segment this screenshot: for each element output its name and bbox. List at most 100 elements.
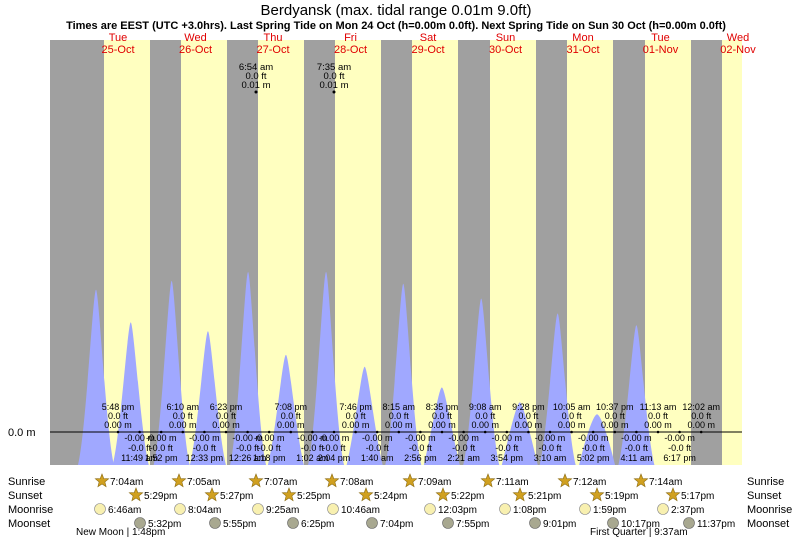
moonset-icon [683,517,695,529]
date-label: 26-Oct [179,44,212,56]
moonrise-time: 8:04am [188,505,221,516]
moonrise-icon [174,503,186,515]
low-tide-height-ft: -0.0 ft [582,443,606,453]
low-tide-time: 12:33 pm [186,453,224,463]
low-tide-time: 12:26 am [229,453,267,463]
moonset-icon [529,517,541,529]
low-tide-height-m: -0.00 m [362,433,393,443]
tide-dot [548,430,552,434]
low-tide-height-m: -0.00 m [492,433,523,443]
day-of-week-label: Fri [344,32,357,44]
high-tide-time: 6:54 am [239,62,273,73]
tide-peak [618,325,655,465]
sunrise-time: 7:08am [340,477,373,488]
tide-dot [591,430,595,434]
low-tide-time: 1:40 am [361,453,394,463]
high-tide-height-ft: 0.0 ft [108,411,129,421]
tide-peak [579,414,616,465]
high-tide-time: 11:13 am [640,402,677,412]
moonset-icon [366,517,378,529]
daylight-band [645,40,691,465]
high-tide-height-m: 0.00 m [212,420,240,430]
low-tide-height-m: -0.00 m [146,433,177,443]
high-tide-height-ft: 0.0 ft [432,411,453,421]
sunrise-time: 7:12am [573,477,606,488]
tide-dot [419,430,422,434]
sunset-time: 5:22pm [451,491,484,502]
low-tide-height-m: -0.00 m [621,433,652,443]
low-tide-time: 1:02 am [296,453,329,463]
sun-star-icon [204,487,220,502]
high-tide-height-m: 0.00 m [471,420,499,430]
moonrise-icon [252,503,264,515]
low-tide-time: 11:49 am [121,453,158,463]
moonrise-icon [424,503,436,515]
high-tide-time: 10:37 pm [596,402,634,412]
daylight-band [412,40,458,465]
low-tide-height-ft: -0.0 ft [193,443,217,453]
low-tide-time: 1:52 pm [145,453,178,463]
low-tide-height-ft: -0.0 ft [258,443,282,453]
sun-star-icon [281,487,297,502]
high-tide-time: 10:05 am [553,402,591,412]
day-of-week-label: Thu [264,32,283,44]
sun-star-icon [324,473,340,488]
sun-star-icon [665,487,681,502]
high-tide-height-m: 0.00 m [104,420,132,430]
tide-dot [246,430,249,434]
tide-peak [308,271,345,465]
tide-peak [539,313,576,465]
high-tide-time: 6:23 pm [210,402,243,412]
high-tide-height-ft: 0.0 ft [475,411,496,421]
tide-dot [397,430,401,434]
high-tide-height-m: 0.00 m [644,420,672,430]
high-tide-time: 5:48 pm [102,402,135,412]
low-tide-height-ft: -0.0 ft [495,443,519,453]
date-label: 31-Oct [566,44,599,56]
y-axis-zero-label: 0.0 m [8,427,36,439]
sun-star-icon [402,473,418,488]
sun-star-icon [248,473,264,488]
date-label: 28-Oct [334,44,367,56]
moonrise-icon [657,503,669,515]
low-tide-height-m: -0.00 m [664,433,695,443]
moonset-time: 10:17pm [621,519,660,530]
high-tide-height-m: 0.00 m [385,420,413,430]
tide-dot [224,430,228,434]
daylight-band [490,40,536,465]
high-tide-height-m: 0.00 m [277,420,305,430]
moonrise-time: 2:37pm [671,505,704,516]
sunset-time: 5:21pm [528,491,561,502]
low-tide-time: 4:11 am [620,453,652,463]
sunset-time: 5:24pm [374,491,407,502]
sun-star-icon [589,487,605,502]
sun-moon-rows: Sunrise Sunrise Sunset Sunset Moonrise Moonri… [8,473,792,538]
moonrise-icon [94,503,106,515]
low-tide-height-m: -0.00 m [189,433,220,443]
row-label-left: Moonset [8,518,50,530]
tide-dot [505,430,509,434]
sun-star-icon [435,487,451,502]
day-of-week-label: Sat [420,32,437,44]
sunset-time: 5:27pm [220,491,253,502]
high-tide-time: 8:35 pm [426,402,459,412]
sunrise-time: 7:05am [187,477,220,488]
moonset-time: 7:04pm [380,519,413,530]
tide-dot [159,430,163,434]
high-tide-time: 9:28 pm [512,402,545,412]
tide-dot [254,90,258,94]
high-tide-height-m: 0.00 m [169,420,197,430]
low-tide-height-m: -0.00 m [535,433,566,443]
sun-star-icon [480,473,496,488]
moonrise-time: 9:25am [266,505,299,516]
sun-star-icon [557,473,573,488]
high-tide-height-m: 0.01 m [319,80,348,91]
tide-peak [230,271,267,465]
tide-dot [613,430,617,434]
tide-dot [483,430,487,434]
tide-dot [354,430,357,434]
tide-dot [656,430,660,434]
sunrise-time: 7:11am [496,477,529,488]
tide-dot [462,430,465,434]
high-tide-time: 6:10 am [167,402,200,412]
